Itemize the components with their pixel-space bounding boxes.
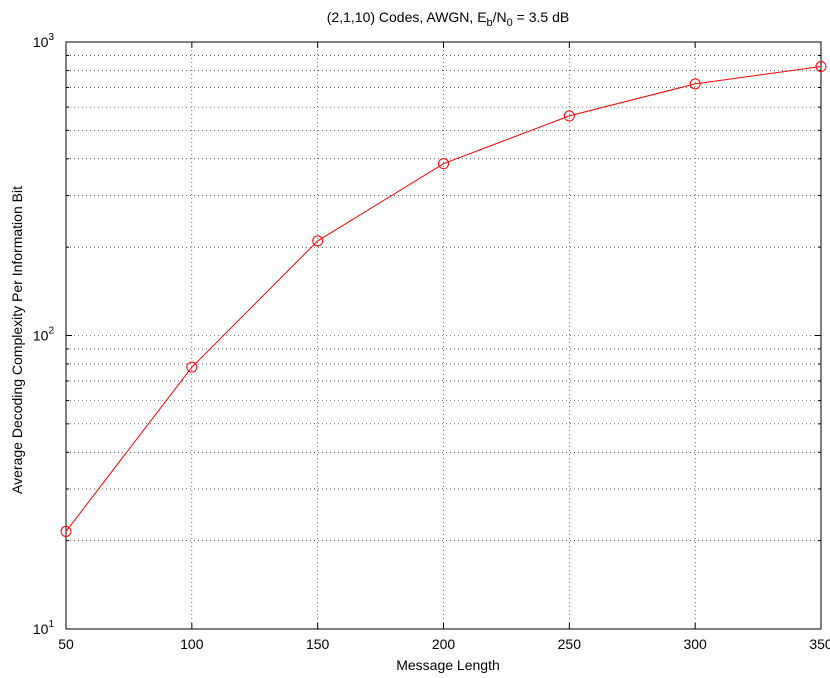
data-point [186, 361, 198, 373]
x-tick-label: 200 [432, 636, 456, 652]
y-tick-labels: 101 102 103 [33, 32, 55, 637]
x-tick-label: 100 [180, 636, 204, 652]
y-axis-label: Average Decoding Complexity Per Informat… [9, 186, 25, 494]
title-sub-0: 0 [507, 17, 513, 29]
y-tick-label: 102 [33, 326, 55, 344]
x-tick-label: 350 [809, 636, 830, 652]
y-tick-label: 101 [33, 619, 55, 637]
x-axis-label: Message Length [396, 657, 500, 673]
y-tick-label: 103 [33, 32, 55, 50]
x-tick-labels: 50 100 150 200 250 300 350 [58, 636, 830, 652]
x-tick-label: 250 [558, 636, 582, 652]
grid [66, 42, 821, 629]
plot-area [65, 41, 822, 630]
title-suffix: = 3.5 dB [513, 9, 569, 25]
data-point [60, 525, 72, 537]
data-point [563, 110, 575, 122]
title-mid: /N [493, 9, 507, 25]
data-point [689, 78, 701, 90]
data-point [815, 61, 827, 73]
title-sub-b: b [487, 17, 493, 29]
chart-title: (2,1,10) Codes, AWGN, Eb/N0 = 3.5 dB [327, 9, 569, 29]
data-point [312, 235, 324, 247]
x-tick-label: 300 [683, 636, 707, 652]
x-tick-label: 50 [58, 636, 74, 652]
series-group [60, 61, 827, 537]
data-point [438, 158, 449, 170]
title-prefix: (2,1,10) Codes, AWGN, E [327, 9, 487, 25]
series-line [65, 66, 822, 532]
x-tick-label: 150 [306, 636, 330, 652]
